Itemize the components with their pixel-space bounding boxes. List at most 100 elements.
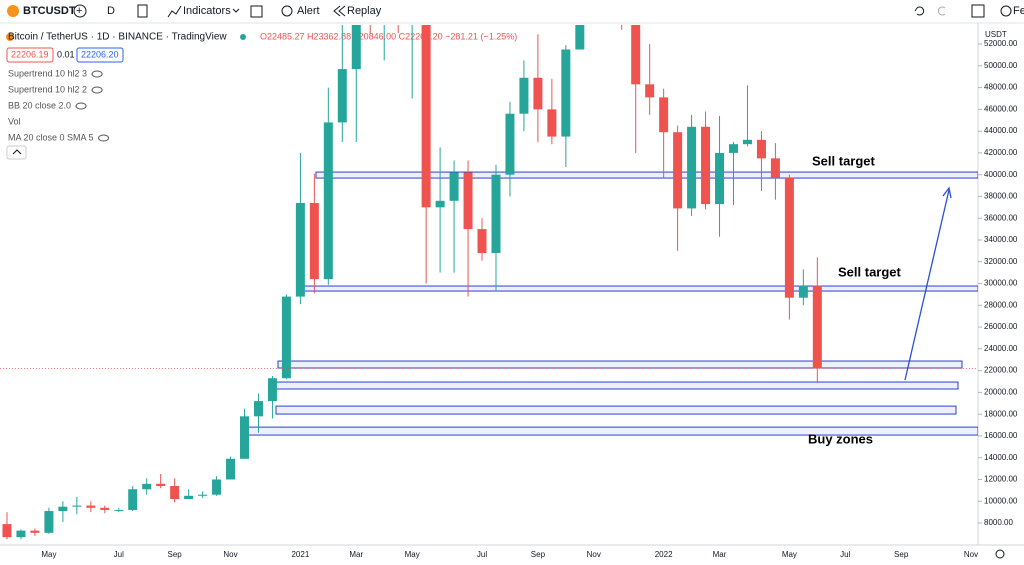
candle-body bbox=[156, 483, 166, 487]
candle-body bbox=[212, 479, 222, 495]
x-tick-label: Jul bbox=[114, 550, 124, 559]
legend-ohlc: O22485.27 H23362.88 L20846.00 C22206.20 … bbox=[260, 31, 517, 41]
x-tick-label: Jul bbox=[477, 550, 487, 559]
candle-body bbox=[128, 489, 138, 510]
fullscreen-icon[interactable] bbox=[971, 4, 985, 18]
candle-body bbox=[701, 126, 711, 205]
undo-icon[interactable] bbox=[914, 6, 925, 16]
candle-body bbox=[812, 285, 822, 369]
alert-icon[interactable] bbox=[281, 5, 293, 17]
candle-body bbox=[421, 25, 431, 208]
y-tick-label: 38000.00 bbox=[984, 192, 1018, 201]
more-button[interactable]: Fe bbox=[1013, 5, 1024, 17]
currency-label[interactable]: USDT bbox=[985, 30, 1007, 39]
study-name: BB 20 close 2.0 bbox=[8, 100, 71, 110]
ask[interactable]: 22206.20 bbox=[81, 49, 119, 59]
candle-body bbox=[267, 378, 277, 402]
candle-body bbox=[44, 511, 54, 533]
x-tick-label: May bbox=[41, 550, 56, 559]
candle-body bbox=[337, 69, 347, 123]
candle-body bbox=[770, 158, 780, 178]
x-tick-label: May bbox=[782, 550, 797, 559]
alert-button[interactable]: Alert bbox=[297, 5, 320, 17]
ask-box[interactable] bbox=[76, 47, 124, 63]
y-tick-label: 30000.00 bbox=[984, 279, 1018, 288]
x-tick-label: Mar bbox=[713, 550, 727, 559]
y-tick-label: 34000.00 bbox=[984, 235, 1018, 244]
visibility-icon[interactable] bbox=[91, 86, 103, 94]
y-tick-label: 22000.00 bbox=[984, 366, 1018, 375]
replay-button[interactable]: Replay bbox=[347, 5, 382, 17]
y-tick-label: 36000.00 bbox=[984, 213, 1018, 222]
visibility-icon[interactable] bbox=[91, 70, 103, 78]
visibility-icon[interactable] bbox=[98, 134, 110, 142]
x-tick-label: Nov bbox=[964, 550, 978, 559]
study-name: MA 20 close 0 SMA 5 bbox=[8, 132, 94, 142]
bid-box[interactable] bbox=[6, 47, 54, 63]
y-tick-label: 50000.00 bbox=[984, 61, 1018, 70]
x-tick-label: May bbox=[405, 550, 420, 559]
x-tick-label: Sep bbox=[894, 550, 909, 559]
study-name: Supertrend 10 hl2 2 bbox=[8, 84, 87, 94]
add-symbol-plus[interactable]: + bbox=[76, 5, 82, 17]
y-tick-label: 18000.00 bbox=[984, 409, 1018, 418]
y-tick-label: 20000.00 bbox=[984, 387, 1018, 396]
y-tick-label: 46000.00 bbox=[984, 104, 1018, 113]
y-tick-label: 48000.00 bbox=[984, 83, 1018, 92]
candle-body bbox=[519, 77, 529, 114]
y-tick-label: 12000.00 bbox=[984, 475, 1018, 484]
y-tick-label: 24000.00 bbox=[984, 344, 1018, 353]
x-tick-label: Nov bbox=[587, 550, 601, 559]
candle-body bbox=[240, 416, 249, 459]
candle-body bbox=[575, 25, 585, 50]
candle-body bbox=[351, 25, 361, 70]
bid[interactable]: 22206.19 bbox=[11, 49, 49, 59]
candle-body bbox=[435, 200, 445, 208]
candle-body bbox=[142, 483, 152, 490]
redo-icon[interactable] bbox=[937, 6, 946, 16]
interval[interactable]: D bbox=[107, 5, 115, 17]
price-zone bbox=[277, 360, 963, 369]
settings-icon[interactable] bbox=[995, 549, 1005, 559]
candle-body bbox=[72, 505, 82, 507]
layout-icon[interactable] bbox=[250, 5, 263, 18]
candle-body bbox=[673, 132, 683, 209]
chart-type-icon[interactable] bbox=[137, 4, 148, 18]
target-arrowhead bbox=[942, 186, 952, 199]
indicators-button[interactable]: Indicators bbox=[183, 5, 231, 17]
candle-body bbox=[295, 202, 305, 297]
candle-body bbox=[309, 202, 319, 280]
candle-body bbox=[86, 505, 96, 508]
symbol[interactable]: BTCUSDT bbox=[23, 5, 76, 17]
x-tick-label: Sep bbox=[168, 550, 183, 559]
y-tick-label: 16000.00 bbox=[984, 431, 1018, 440]
target-arrow bbox=[904, 189, 950, 381]
annotation: Sell target bbox=[812, 153, 876, 168]
visibility-icon[interactable] bbox=[75, 102, 87, 110]
legend-title: Bitcoin / TetherUS · 1D · BINANCE · Trad… bbox=[8, 32, 227, 43]
y-tick-label: 8000.00 bbox=[984, 518, 1013, 527]
feature-icon[interactable] bbox=[1000, 5, 1012, 17]
candle-body bbox=[449, 172, 459, 201]
candle-body bbox=[170, 486, 180, 500]
candle-body bbox=[491, 174, 501, 254]
candle-body bbox=[784, 177, 794, 298]
price-zone bbox=[315, 171, 978, 179]
candle-body bbox=[533, 77, 543, 110]
candle-body bbox=[198, 494, 208, 496]
add-symbol-icon[interactable] bbox=[73, 4, 87, 18]
candle-body bbox=[505, 113, 515, 175]
candle-body bbox=[798, 285, 808, 298]
candle-body bbox=[16, 530, 26, 538]
dropdown-icon[interactable] bbox=[232, 8, 240, 13]
candle-body bbox=[58, 506, 68, 512]
symbol-icon[interactable] bbox=[7, 5, 19, 17]
price-zone bbox=[275, 405, 957, 415]
replay-icon[interactable] bbox=[333, 5, 346, 17]
candle-body bbox=[742, 139, 752, 145]
collapse-button[interactable] bbox=[6, 145, 27, 160]
collapse-icon[interactable] bbox=[12, 149, 22, 155]
indicators-icon[interactable] bbox=[167, 5, 182, 18]
candle-body bbox=[2, 524, 12, 538]
